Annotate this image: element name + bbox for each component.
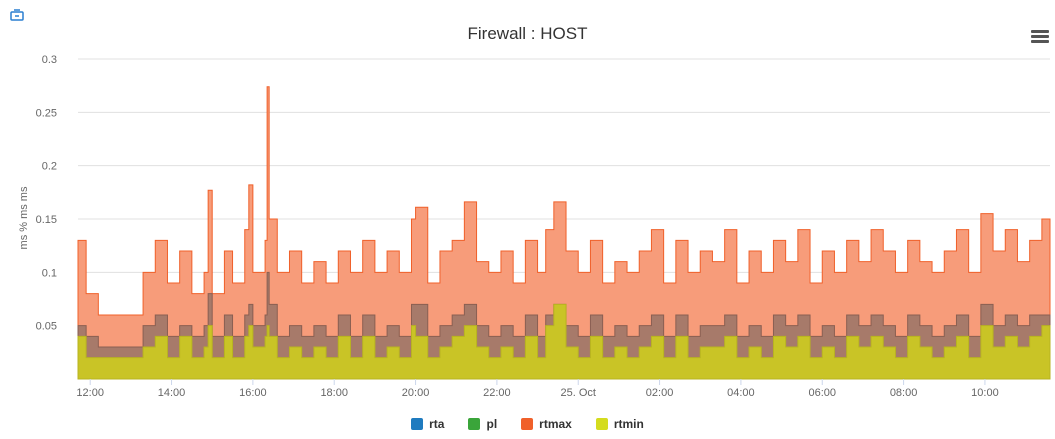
x-tick-label: 25. Oct <box>560 387 595 399</box>
legend-item-rtmax[interactable]: rtmax <box>521 417 572 431</box>
legend-label: rta <box>429 417 445 431</box>
series-rtmin-area <box>77 303 1051 380</box>
legend-swatch <box>595 418 608 430</box>
legend-swatch <box>411 418 424 430</box>
x-tick-label: 20:00 <box>402 387 430 399</box>
x-tick-label: 06:00 <box>808 387 836 399</box>
legend-item-pl[interactable]: pl <box>468 417 497 431</box>
legend-label: rtmin <box>613 417 644 431</box>
x-tick-label: 12:00 <box>76 387 104 399</box>
x-tick-label: 14:00 <box>158 387 186 399</box>
series-rtmax-area <box>77 86 1051 380</box>
legend-item-rtmin[interactable]: rtmin <box>595 417 644 431</box>
legend-label: pl <box>486 417 498 431</box>
x-tick-label: 16:00 <box>239 387 267 399</box>
x-tick-label: 10:00 <box>971 387 999 399</box>
legend-label: rtmax <box>539 417 572 431</box>
chart-title: Firewall : HOST <box>467 24 588 43</box>
legend: rta pl rtmax rtmin <box>0 417 1055 431</box>
y-tick-label: 0.25 <box>36 107 57 119</box>
x-tick-label: 22:00 <box>483 387 511 399</box>
x-tick-label: 18:00 <box>320 387 348 399</box>
legend-swatch <box>468 418 481 430</box>
x-tick-label: 02:00 <box>646 387 674 399</box>
x-tick-label: 08:00 <box>890 387 918 399</box>
x-tick-label: 04:00 <box>727 387 755 399</box>
chart-svg: 0.05 0.1 0.15 0.2 0.25 0.3 12:00 14:00 16:00 18:… <box>18 54 1051 399</box>
y-tick-label: 0.1 <box>42 267 57 279</box>
y-tick-label: 0.3 <box>42 54 57 66</box>
y-tick-label: 0.05 <box>36 321 57 333</box>
legend-item-rta[interactable]: rta <box>411 417 444 431</box>
chart-app-icon[interactable] <box>10 8 24 21</box>
y-axis-label: ms % ms ms <box>18 186 30 249</box>
legend-swatch <box>521 418 534 430</box>
y-tick-label: 0.15 <box>36 214 57 226</box>
hamburger-menu-icon[interactable] <box>1031 30 1049 44</box>
y-tick-label: 0.2 <box>42 161 57 173</box>
